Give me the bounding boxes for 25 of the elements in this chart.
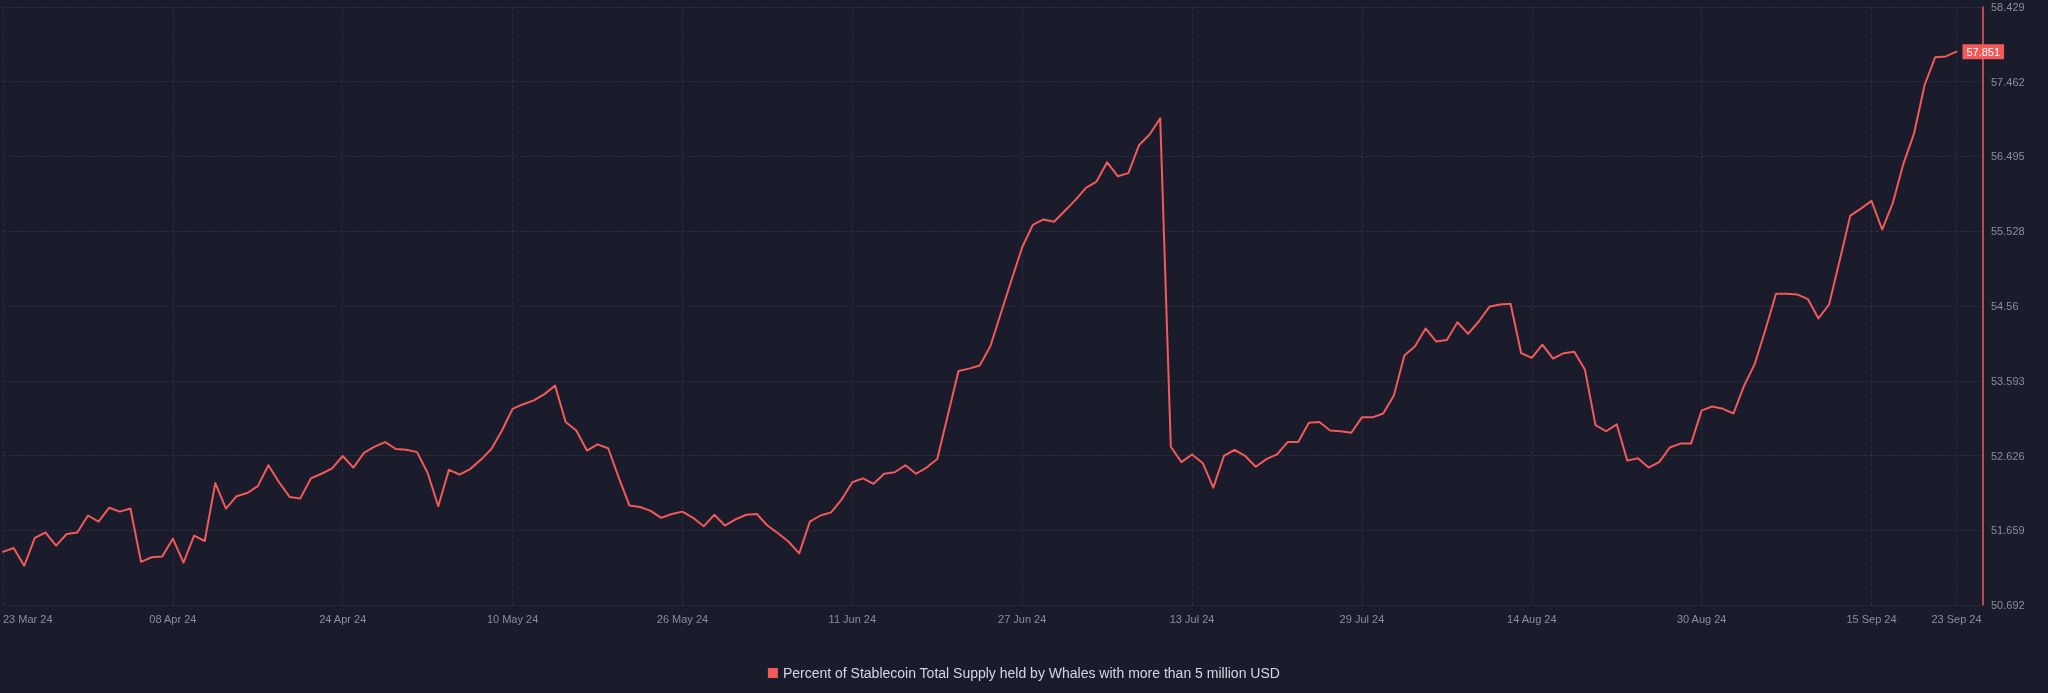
x-tick-label: 23 Sep 24	[1931, 612, 1982, 625]
y-tick-label: 56.495	[1991, 150, 2025, 163]
x-tick-label: 30 Aug 24	[1676, 612, 1727, 625]
x-tick-label: 23 Mar 24	[3, 612, 53, 625]
y-tick-label: 51.659	[1991, 524, 2025, 537]
x-tick-label: 13 Jul 24	[1169, 612, 1215, 625]
legend-label: Percent of Stablecoin Total Supply held by Whales with more than 5 million USD	[782, 665, 1280, 681]
x-tick-label: 27 Jun 24	[998, 612, 1047, 625]
y-tick-label: 57.462	[1991, 75, 2025, 88]
y-tick-label: 58.429	[1991, 1, 2025, 13]
x-tick-label: 29 Jul 24	[1339, 612, 1385, 625]
x-tick-label: 26 May 24	[656, 612, 709, 625]
x-tick-label: 15 Sep 24	[1846, 612, 1897, 625]
line-series	[2, 50, 1958, 567]
y-tick-label: 50.692	[1991, 599, 2025, 611]
y-tick-label: 53.593	[1991, 374, 2025, 387]
x-tick-label: 11 Jun 24	[828, 612, 877, 625]
y-tick-label: 54.56	[1991, 300, 2019, 313]
x-tick-label: 08 Apr 24	[149, 612, 197, 625]
x-tick-label: 14 Aug 24	[1507, 612, 1557, 625]
x-tick-label: 24 Apr 24	[319, 612, 367, 625]
x-tick-label: 10 May 24	[486, 612, 539, 625]
data-label: 57.851	[1966, 45, 2001, 58]
y-tick-label: 55.528	[1991, 225, 2025, 238]
y-tick-label: 52.626	[1991, 449, 2025, 462]
